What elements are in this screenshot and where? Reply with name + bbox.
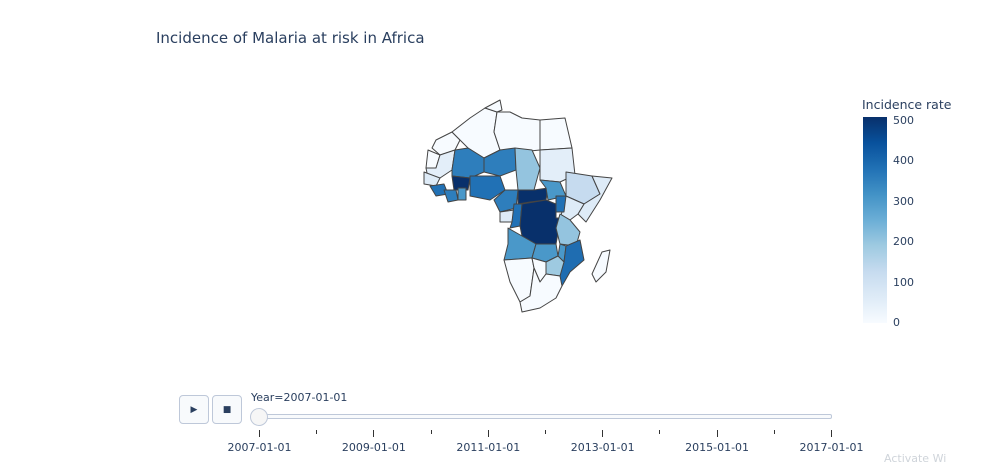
region-libya[interactable] <box>493 111 541 153</box>
region-mali[interactable] <box>451 147 485 179</box>
region-burkina-faso[interactable] <box>451 175 471 191</box>
slider-major-tick <box>259 430 260 437</box>
slider-minor-tick <box>773 430 775 434</box>
colorbar-tick-label: 200 <box>893 235 914 249</box>
slider-tick-label[interactable]: 2009-01-01 <box>341 441 406 454</box>
slider-current-value: Year=2007-01-01 <box>251 391 348 404</box>
watermark-text: Activate Wi <box>884 452 947 465</box>
stop-icon: ■ <box>222 404 232 415</box>
region-madagascar[interactable] <box>591 249 611 283</box>
slider-minor-tick <box>316 430 318 434</box>
slider-minor-tick <box>659 430 661 434</box>
slider-minor-tick <box>430 430 432 434</box>
region-congo[interactable] <box>509 203 523 229</box>
region-namibia[interactable] <box>503 257 535 303</box>
slider-major-tick <box>602 430 604 437</box>
chart-title: Incidence of Malaria at risk in Africa <box>156 29 425 47</box>
slider-tick-label[interactable]: 2011-01-01 <box>456 441 521 454</box>
slider-major-tick <box>831 430 832 437</box>
region-chad[interactable] <box>514 147 541 191</box>
colorbar-tick-label: 100 <box>893 275 914 289</box>
slider-major-tick <box>373 430 375 437</box>
region-egypt[interactable] <box>539 117 573 151</box>
region-nigeria[interactable] <box>469 175 506 201</box>
colorbar-title: Incidence rate <box>862 97 952 112</box>
colorbar-gradient <box>863 117 887 323</box>
colorbar-tick-label: 400 <box>893 154 914 168</box>
slider-major-tick <box>487 430 489 437</box>
slider-minor-tick <box>545 430 546 434</box>
region-south-africa[interactable] <box>519 267 563 313</box>
slider-tick-label[interactable]: 2015-01-01 <box>685 441 750 454</box>
stop-button[interactable]: ■ <box>212 395 242 424</box>
region-cameroon[interactable] <box>493 189 519 213</box>
region-tunisia[interactable] <box>484 99 503 113</box>
region-cote-divoire[interactable] <box>443 189 459 203</box>
region-uganda[interactable] <box>555 195 567 213</box>
region-somalia[interactable] <box>577 175 613 223</box>
region-ghana[interactable] <box>457 187 467 201</box>
region-drc[interactable] <box>519 199 561 245</box>
slider-handle[interactable] <box>250 408 268 426</box>
play-button[interactable]: ▶ <box>179 395 209 424</box>
play-icon: ▶ <box>190 404 198 415</box>
colorbar-tick-label: 300 <box>893 194 914 208</box>
slider-tick-label[interactable]: 2013-01-01 <box>570 441 635 454</box>
colorbar-tick-label: 0 <box>893 316 900 329</box>
slider-major-tick <box>716 430 718 437</box>
colorbar-tick-label: 500 <box>893 114 914 128</box>
slider-tick-label[interactable]: 2007-01-01 <box>227 441 292 454</box>
slider-rail[interactable] <box>258 414 832 419</box>
slider-tick-label[interactable]: 2017-01-01 <box>799 441 864 454</box>
